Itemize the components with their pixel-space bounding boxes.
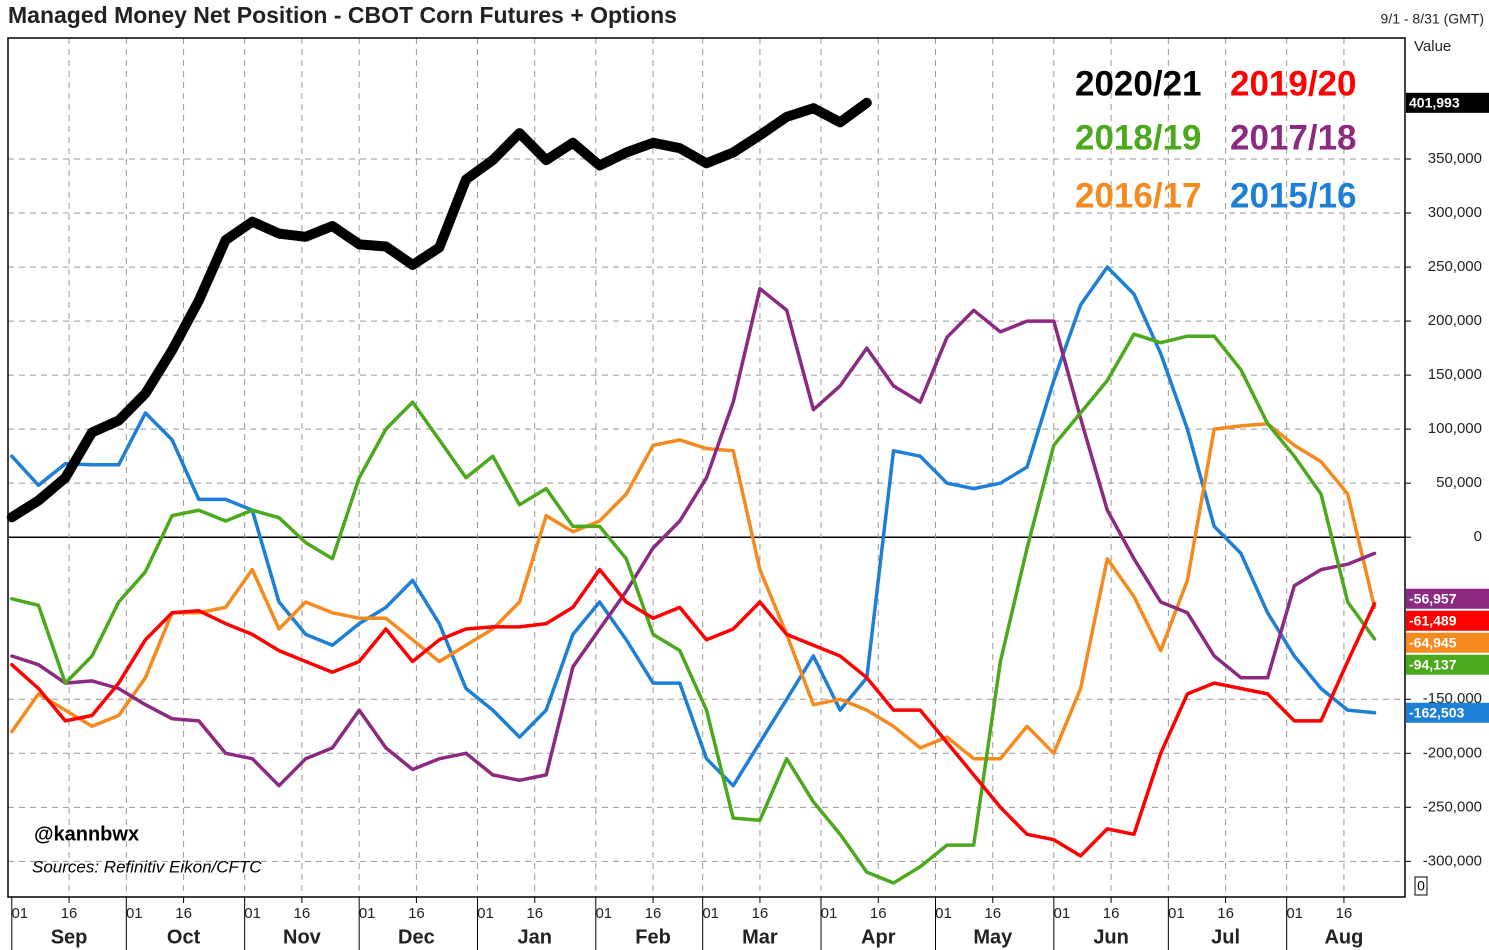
legend-entry: 2018/19	[1075, 118, 1202, 157]
x-tick-label: 01	[1053, 905, 1070, 922]
lines	[6, 97, 1377, 885]
series-line	[6, 97, 872, 523]
x-tick-label: 16	[870, 905, 887, 922]
corner-label: 0	[1417, 878, 1425, 894]
end-tag	[1406, 588, 1489, 609]
end-tag	[1406, 92, 1489, 113]
end-tag-label: 401,993	[1409, 95, 1460, 111]
legend-entry: 2016/17	[1075, 176, 1202, 215]
x-tick-label: 16	[645, 905, 662, 922]
x-tick-label: 01	[595, 905, 612, 922]
end-tag-label: -162,503	[1409, 704, 1464, 720]
corner-box	[1414, 876, 1428, 896]
x-tick-label: 16	[408, 905, 425, 922]
y-tick-label: 150,000	[1428, 366, 1482, 383]
plot-frame	[7, 37, 1406, 898]
x-tick-label: 16	[1336, 905, 1353, 922]
month-label: Mar	[742, 926, 778, 948]
x-tick-label: 01	[244, 905, 261, 922]
end-tag	[1406, 610, 1489, 631]
month-label: Jan	[518, 926, 552, 948]
series-line	[10, 286, 1377, 788]
y-tick-label: -300,000	[1423, 852, 1482, 869]
legend-entry: 2019/20	[1230, 64, 1357, 103]
month-label: Apr	[861, 926, 896, 948]
month-label: Nov	[283, 926, 322, 948]
end-tag-label: -56,957	[1409, 590, 1457, 606]
legend-entry: 2015/16	[1230, 176, 1357, 215]
end-tag	[1406, 702, 1489, 723]
month-label: Dec	[398, 926, 435, 948]
x-tick-label: 16	[294, 905, 311, 922]
y-tick-label: 350,000	[1428, 150, 1482, 167]
series-line	[10, 265, 1377, 788]
y-tick-label: -200,000	[1423, 744, 1482, 761]
month-label: May	[973, 926, 1013, 948]
x-tick-label: 16	[984, 905, 1001, 922]
y-axis-label: Value	[1414, 38, 1451, 55]
end-tag	[1406, 654, 1489, 675]
end-tag-label: -61,489	[1409, 612, 1457, 628]
x-tick-label: 01	[477, 905, 494, 922]
y-tick-label: -250,000	[1423, 798, 1482, 815]
x-tick-label: 16	[61, 905, 78, 922]
source: Sources: Refinitiv Eikon/CFTC	[32, 857, 262, 876]
handle: @kannbwx	[34, 823, 139, 845]
date-range: 9/1 - 8/31 (GMT)	[1381, 11, 1484, 27]
x-tick-label: 01	[359, 905, 376, 922]
x-tick-label: 01	[1168, 905, 1185, 922]
x-tick-label: 16	[175, 905, 192, 922]
chart-title: Managed Money Net Position - CBOT Corn F…	[8, 2, 677, 28]
y-tick-label: 100,000	[1428, 420, 1482, 437]
month-label: Aug	[1324, 926, 1363, 948]
end-tag-label: -64,945	[1409, 634, 1457, 650]
month-label: Feb	[635, 926, 671, 948]
legend-entry: 2017/18	[1230, 118, 1357, 157]
month-label: Oct	[167, 926, 201, 948]
end-tag-label: -94,137	[1409, 656, 1457, 672]
y-tick-label: 50,000	[1436, 474, 1482, 491]
series-line	[10, 421, 1377, 761]
x-tick-label: 16	[752, 905, 769, 922]
y-tick-label: 300,000	[1428, 204, 1482, 221]
series-line	[10, 567, 1377, 858]
x-tick-label: 16	[526, 905, 543, 922]
axes: 350,000 300,000 250,000 200,000 150,000 100,0…	[11, 64, 1489, 950]
x-tick-label: 01	[126, 905, 143, 922]
y-tick-label: 250,000	[1428, 258, 1482, 275]
month-label: Jun	[1093, 926, 1129, 948]
month-label: Sep	[51, 926, 88, 948]
x-tick-label: 16	[1217, 905, 1234, 922]
x-tick-label: 01	[821, 905, 838, 922]
legend-entry: 2020/21	[1075, 64, 1202, 103]
x-tick-label: 01	[702, 905, 719, 922]
series-line	[10, 332, 1377, 885]
x-tick-label: 16	[1103, 905, 1120, 922]
x-tick-label: 01	[1286, 905, 1303, 922]
y-tick-label: 200,000	[1428, 312, 1482, 329]
y-tick-label: 0	[1474, 528, 1482, 545]
x-tick-label: 01	[935, 905, 952, 922]
month-label: Jul	[1211, 926, 1240, 948]
x-tick-label: 01	[11, 905, 28, 922]
end-tag	[1406, 632, 1489, 653]
